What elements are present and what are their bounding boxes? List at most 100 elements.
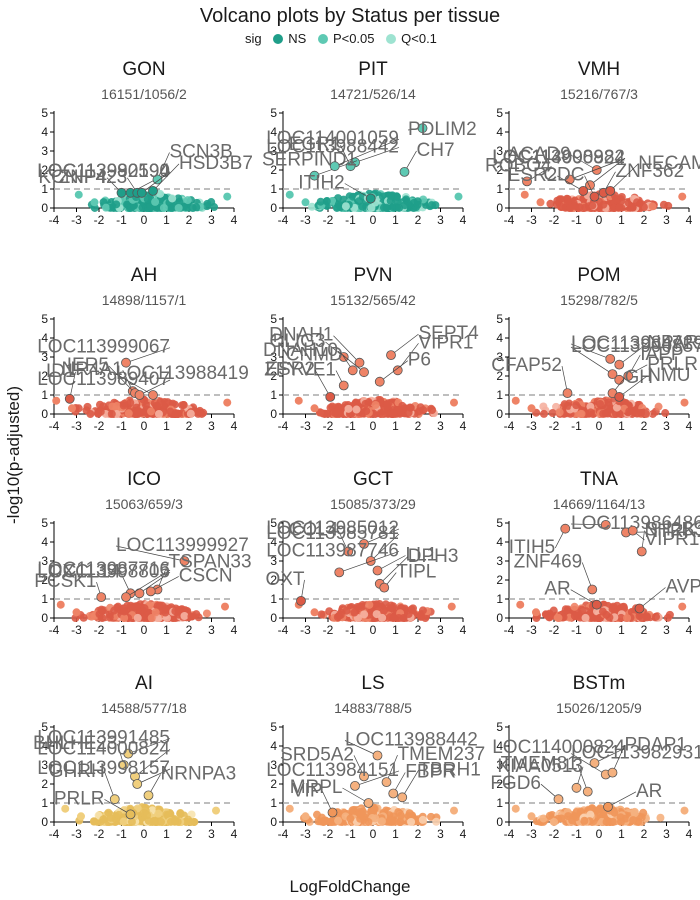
outlier-point [285, 804, 294, 813]
y-tick-label: 2 [270, 573, 277, 587]
ns-point [202, 202, 211, 211]
point-cloud [294, 599, 456, 622]
ns-point [635, 611, 644, 620]
y-tick-label: 1 [270, 182, 277, 196]
y-tick-label: 2 [41, 163, 48, 177]
gene-label: OXT [265, 569, 304, 590]
label-connector [570, 343, 611, 360]
ns-point [586, 402, 595, 411]
y-tick-label: 3 [41, 350, 48, 364]
ns-point [396, 817, 405, 826]
y-tick-label: 5 [41, 720, 48, 734]
panel-subtitle: 15085/373/29 [330, 496, 416, 512]
x-tick-label: -3 [526, 213, 537, 227]
label-connector [594, 747, 626, 764]
y-tick-label: 5 [496, 516, 503, 530]
y-tick-label: 2 [496, 573, 503, 587]
y-tick-label: 1 [496, 796, 503, 810]
x-tick-label: -1 [571, 213, 582, 227]
ns-point [615, 203, 624, 212]
volcano-panel-vmh: VMH 15216/767/3 0 1 2 3 4 5 -4 -3 -2 -1 0 1 2 3 4 ACAD9LO… [485, 59, 700, 227]
gene-label: SEPT4 [419, 323, 480, 344]
gene-label: CH7 [417, 140, 455, 161]
point-cloud [56, 600, 229, 622]
highlighted-gene-point [605, 185, 616, 196]
gene-label: LOC113986486 [571, 513, 700, 534]
label-connector [569, 158, 626, 180]
highlighted-gene-point [634, 603, 645, 614]
highlighted-gene-point [64, 393, 75, 404]
ns-point [120, 613, 129, 622]
gene-label: CDC [543, 165, 584, 186]
volcano-panel-ls: LS 14883/788/5 0 1 2 3 4 5 -4 -3 -2 -1 0 1 2 3 4 LOC11398… [266, 673, 485, 841]
ns-point [192, 203, 201, 212]
ns-point [376, 409, 385, 418]
y-tick-label: 0 [496, 611, 503, 625]
ns-point [210, 203, 219, 212]
panel-title: POM [577, 265, 620, 286]
x-tick-label: 3 [437, 827, 444, 841]
ns-point [151, 608, 160, 617]
legend-dot-ns [273, 34, 284, 44]
ns-point [342, 606, 351, 615]
outlier-point [301, 198, 310, 207]
y-tick-label: 5 [41, 106, 48, 120]
gene-label: MRPL [290, 777, 343, 798]
ns-point [98, 613, 107, 622]
point-cloud [285, 803, 458, 826]
ns-point [178, 401, 187, 410]
ns-point [612, 403, 621, 412]
y-tick-label: 5 [270, 312, 277, 326]
gene-label: TMEM237 [398, 744, 486, 765]
ns-point [119, 401, 128, 410]
ns-point [570, 602, 579, 611]
gene-label: LOC114000824 [492, 737, 625, 758]
ns-point [89, 817, 98, 826]
outlier-point [68, 404, 76, 413]
panel-subtitle: 15026/1205/9 [556, 700, 642, 716]
ns-point [610, 808, 619, 817]
legend-title: sig [245, 31, 262, 46]
x-tick-label: 0 [141, 213, 148, 227]
y-tick-label: 1 [270, 592, 277, 606]
ns-point [133, 601, 142, 610]
label-connector [150, 576, 179, 592]
x-tick-label: -4 [504, 419, 515, 433]
highlighted-gene-point [325, 391, 336, 402]
highlighted-gene-point [116, 187, 127, 198]
x-tick-label: 2 [186, 623, 193, 637]
x-tick-label: 3 [663, 623, 670, 637]
ns-point [656, 813, 665, 822]
ns-point [659, 200, 668, 209]
ns-point [126, 398, 135, 407]
ns-point [370, 804, 379, 813]
ns-point [550, 817, 559, 826]
label-connector [108, 365, 136, 394]
x-tick-label: -3 [300, 623, 311, 637]
x-tick-label: 1 [618, 419, 625, 433]
y-tick-label: 5 [496, 106, 503, 120]
ns-point [371, 400, 380, 409]
ns-point [352, 405, 361, 414]
x-tick-label: 0 [370, 827, 377, 841]
x-tick-label: 4 [460, 419, 467, 433]
ns-point [137, 408, 146, 417]
label-connector [619, 343, 648, 365]
ns-point [356, 814, 365, 823]
x-tick-label: 3 [663, 419, 670, 433]
ns-point [180, 612, 189, 621]
highlighted-gene-point [623, 371, 634, 381]
y-tick-label: 0 [41, 201, 48, 215]
ns-point [99, 815, 108, 824]
gene-label: LOC114000824 [37, 738, 170, 759]
ns-point [95, 400, 104, 409]
highlighted-gene-point [578, 185, 589, 196]
legend-item-ns: NS [273, 31, 306, 46]
x-tick-label: 3 [208, 827, 215, 841]
label-connector [134, 749, 171, 777]
outlier-point [301, 812, 310, 821]
x-tick-label: 4 [686, 213, 693, 227]
ns-point [159, 203, 168, 212]
x-tick-label: -1 [345, 827, 356, 841]
